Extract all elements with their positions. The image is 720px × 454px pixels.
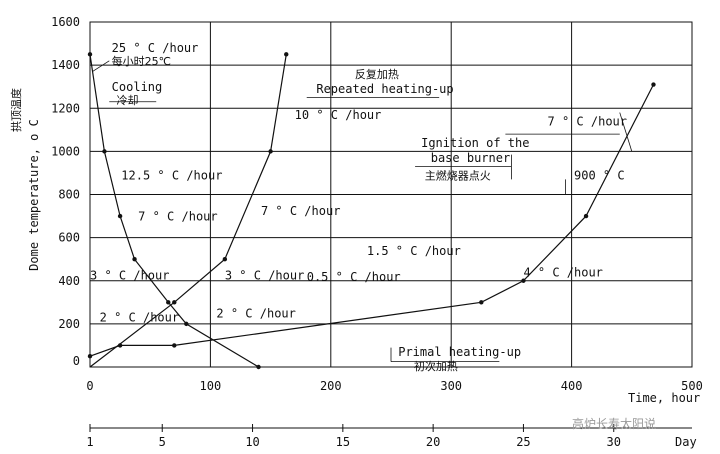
annotation-label: 4 ° C /hour: [523, 265, 602, 279]
annotation-label: Primal heating-up: [398, 345, 521, 359]
y-tick-label: 600: [58, 231, 80, 245]
annotation-label: Ignition of the: [421, 136, 529, 150]
day-tick-label: 20: [426, 435, 440, 449]
data-point: [87, 354, 93, 359]
data-point: [184, 321, 189, 327]
annotation-label: Cooling: [112, 80, 163, 94]
annotation-label: base burner: [431, 151, 510, 165]
watermark-text: 高炉长寿太阳说: [572, 416, 656, 431]
axes: 0 200 400 600 800 1000 1200 1400 1600 0 100 200 300 4…: [51, 15, 703, 393]
y-tick-label: 1200: [51, 101, 80, 115]
x-tick-label: 400: [561, 379, 583, 393]
annotation-label: 每小时25℃: [112, 54, 171, 68]
day-tick-label: 30: [607, 435, 621, 449]
data-point: [268, 149, 273, 154]
data-point: [284, 52, 289, 57]
annotation-label: 2 ° C /hour: [216, 306, 295, 320]
annotation-label: 12.5 ° C /hour: [121, 168, 222, 182]
x-tick-label: 200: [320, 379, 342, 393]
data-point: [102, 149, 107, 154]
annotation-label: 主燃烧器点火: [425, 168, 491, 182]
x-tick-label: 500: [681, 379, 703, 393]
annotation-label: 初次加热: [414, 359, 458, 373]
annotation-label: 7 ° C /hour: [138, 209, 217, 223]
data-point: [172, 300, 177, 305]
data-point: [256, 364, 261, 370]
y-tick-label: 1000: [51, 144, 80, 158]
annotation-label: 3 ° C /hour: [225, 269, 304, 283]
day-tick-label: 10: [245, 435, 259, 449]
y-axis-label-cn: 拱顶温度: [9, 88, 23, 132]
data-point: [651, 82, 656, 87]
x-tick-label: 0: [86, 379, 93, 393]
data-point: [172, 343, 177, 348]
day-axis: 1 5 10 15 20 25 30: [86, 424, 692, 449]
annotation-label: 7 ° C /hour: [261, 204, 340, 218]
data-point: [479, 300, 484, 305]
x-tick-label: 300: [440, 379, 462, 393]
annotation-label: 25 ° C /hour: [112, 41, 199, 55]
data-point: [117, 343, 123, 348]
data-point: [166, 300, 171, 305]
x-tick-label: 100: [200, 379, 222, 393]
day-tick-label: 15: [336, 435, 350, 449]
day-tick-label: 5: [159, 435, 166, 449]
y-tick-label: 400: [58, 274, 80, 288]
leader-lines: [92, 60, 668, 363]
y-tick-label: 0: [73, 354, 80, 368]
data-point: [583, 213, 589, 219]
y-tick-label: 1600: [51, 15, 80, 29]
x-axis-label: Time, hour: [628, 391, 700, 405]
leader-line: [92, 60, 110, 72]
grid: [90, 22, 692, 367]
day-tick-label: 25: [516, 435, 530, 449]
data-point: [117, 213, 123, 219]
annotation-label: 2 ° C /hour: [100, 311, 179, 325]
data-point: [132, 256, 137, 262]
annotation-label: 0.5 ° C /hour: [307, 270, 401, 284]
data-point: [521, 278, 526, 283]
annotation-label: 900 ° C: [574, 168, 625, 182]
annotation-label: 1.5 ° C /hour: [367, 244, 461, 258]
y-axis-label: Dome temperature, o C: [27, 119, 41, 271]
y-tick-label: 1400: [51, 58, 80, 72]
annotation-label: 反复加热: [355, 67, 399, 81]
annotation-label: Repeated heating-up: [316, 82, 453, 96]
data-point: [222, 256, 228, 262]
day-tick-label: 1: [86, 435, 93, 449]
data-point: [87, 52, 93, 57]
y-tick-label: 800: [58, 188, 80, 202]
y-tick-label: 200: [58, 317, 80, 331]
series-group: [87, 52, 656, 370]
annotation-label: 10 ° C /hour: [295, 108, 382, 122]
annotation-label: 3 ° C /hour: [90, 269, 169, 283]
annotation-label: 冷却: [116, 94, 138, 107]
annotation-label: 7 ° C /hour: [548, 115, 627, 129]
leader-line: [619, 112, 633, 152]
plot-frame: [89, 21, 693, 368]
day-axis-label: Day: [675, 435, 697, 449]
